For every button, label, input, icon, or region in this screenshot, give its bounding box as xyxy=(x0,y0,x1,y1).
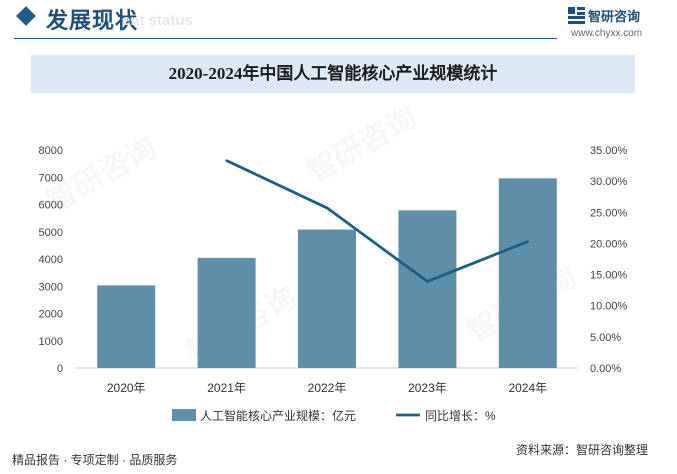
y-right-tick-label: 20.00% xyxy=(590,238,628,250)
bar xyxy=(498,178,557,368)
chart-title-band: 2020-2024年中国人工智能核心产业规模统计 xyxy=(31,55,635,93)
x-tick-label: 2023年 xyxy=(408,381,447,395)
brand-logo: 智研咨询 www.chyxx.com xyxy=(568,6,673,42)
brand-url: www.chyxx.com xyxy=(571,28,643,39)
legend-label-bar: 人工智能核心产业规模：亿元 xyxy=(200,408,356,423)
footer-tagline: 精品报告 · 专项定制 · 品质服务 xyxy=(12,453,178,467)
y-left-tick-label: 7000 xyxy=(39,172,63,184)
legend-swatch-bar xyxy=(172,409,196,421)
y-left-tick-label: 5000 xyxy=(39,227,63,239)
y-right-tick-label: 5.00% xyxy=(590,332,621,344)
bar xyxy=(197,257,256,368)
section-subtitle: ent status xyxy=(122,12,193,29)
growth-line xyxy=(226,159,529,283)
y-right-tick-label: 35.00% xyxy=(590,145,628,157)
growth-point xyxy=(325,206,329,210)
chart-title: 2020-2024年中国人工智能核心产业规模统计 xyxy=(168,64,498,83)
growth-point xyxy=(526,240,529,243)
y-right-tick-label: 15.00% xyxy=(590,270,628,282)
growth-point xyxy=(426,280,429,283)
x-tick-label: 2024年 xyxy=(508,381,547,395)
x-tick-label: 2022年 xyxy=(308,381,347,395)
x-tick-label: 2021年 xyxy=(207,381,246,395)
bar xyxy=(97,285,156,368)
y-left-tick-label: 0 xyxy=(57,363,63,375)
y-left-tick-label: 6000 xyxy=(39,200,63,212)
brand-name: 智研咨询 xyxy=(588,9,641,24)
bar xyxy=(398,210,457,368)
growth-point xyxy=(225,159,228,162)
y-left-tick-label: 8000 xyxy=(39,145,63,157)
bar xyxy=(298,229,356,368)
y-left-tick-label: 1000 xyxy=(39,336,63,348)
section-title: 发展现状 xyxy=(46,8,139,33)
y-right-tick-label: 0.00% xyxy=(590,363,621,375)
legend-label-line: 同比增长：% xyxy=(425,409,496,423)
x-tick-label: 2020年 xyxy=(107,381,146,395)
logo-icon xyxy=(568,7,585,24)
y-right-tick-label: 10.00% xyxy=(590,301,628,313)
y-left-tick-label: 2000 xyxy=(39,309,63,321)
y-left-tick-label: 4000 xyxy=(39,254,63,266)
footer-source: 资料来源：智研咨询整理 xyxy=(516,443,649,457)
y-right-tick-label: 25.00% xyxy=(590,207,628,219)
section-header: 发展现状 ent status xyxy=(0,0,677,44)
y-left-tick-label: 3000 xyxy=(39,281,63,293)
header-divider xyxy=(14,38,557,39)
y-right-tick-label: 30.00% xyxy=(590,176,628,188)
